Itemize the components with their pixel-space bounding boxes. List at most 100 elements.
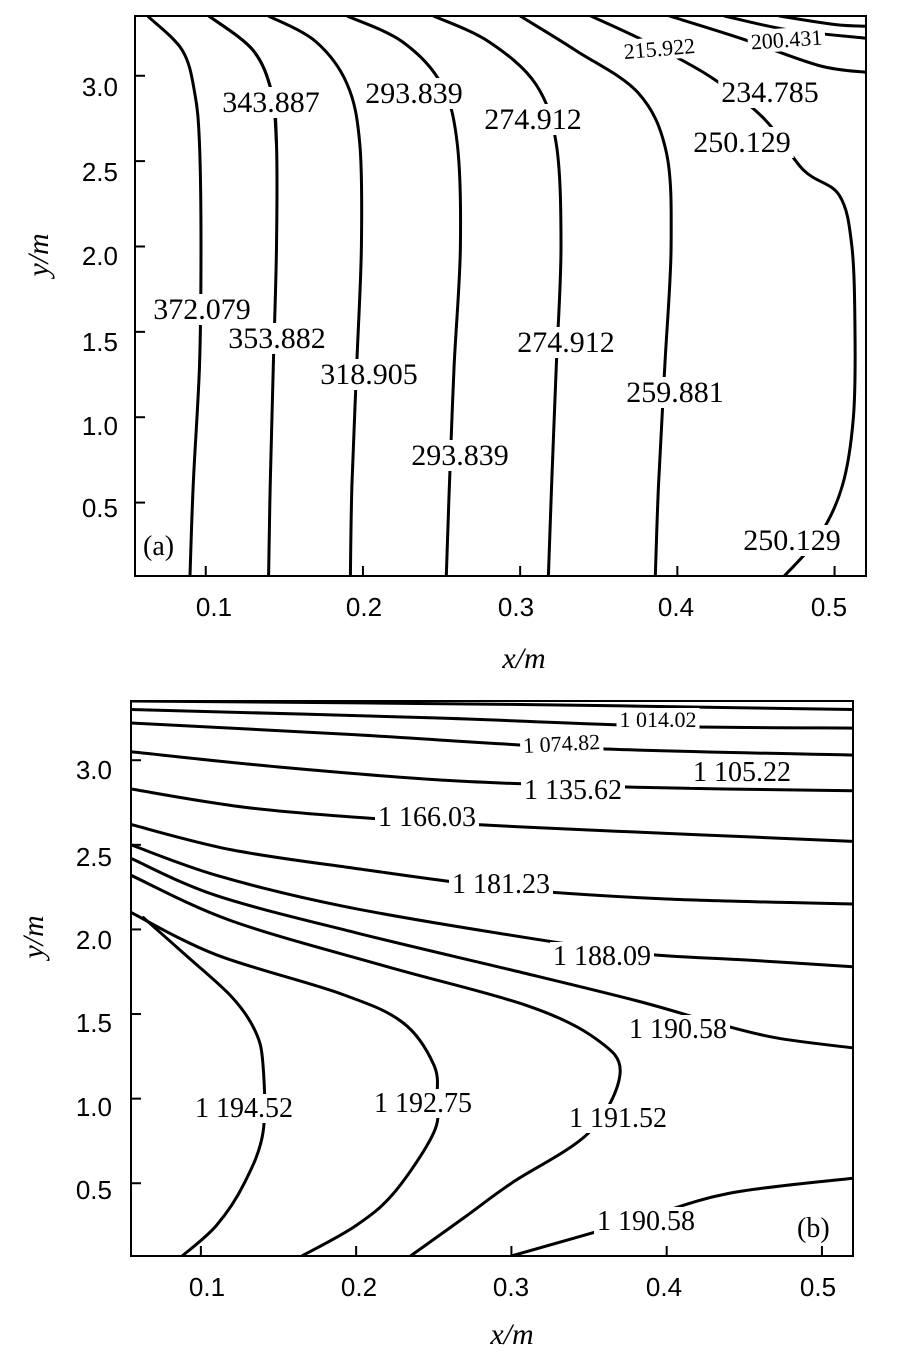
panel-a-x-tick-label-2: 0.3	[498, 592, 534, 622]
panel-b-x-tick-label-0: 0.1	[189, 1272, 225, 1302]
panel-a-contour-line-10	[778, 16, 866, 28]
panel-a-frame	[134, 15, 867, 577]
panel-b-label-mask-3	[521, 776, 625, 805]
panel-b-contour-line-7	[131, 856, 853, 1050]
panel-b-x-ticks	[199, 1246, 823, 1256]
panel-a-label-mask-2	[219, 87, 323, 118]
panel-b-label-mask-7	[626, 1015, 730, 1044]
panel-a-label-mask-4	[481, 104, 585, 135]
panel-a-y-tick-label-1: 1.0	[82, 411, 118, 441]
panel-b-contour-label-5: 1 181.23	[452, 869, 550, 900]
panel-b-contour-label-0: 1 014.02	[620, 707, 697, 732]
panel-b-contour-line-1	[131, 708, 853, 730]
panel-a-x-tick-label-4: 0.5	[811, 592, 847, 622]
panel-b-x-tick-label-3: 0.4	[646, 1272, 682, 1302]
panel-b-y-tick-label-5: 3.0	[76, 755, 112, 785]
panel-a-label-mask-13	[740, 525, 844, 556]
panel-b-contour-label-4: 1 166.03	[378, 802, 476, 833]
panel-a-tag: (a)	[143, 531, 174, 562]
panel-a-contours	[146, 16, 866, 576]
panel-a-y-ticks	[135, 74, 145, 504]
panel-b-contour-line-11	[509, 1176, 853, 1256]
panel-b-tag: (b)	[797, 1213, 830, 1244]
panel-b-label-mask-5	[449, 870, 553, 899]
panel-b-contour-line-10	[141, 916, 267, 1256]
panel-a-contour-label-7: 372.079	[153, 293, 251, 326]
panel-a-label-mask-6	[690, 127, 794, 158]
panel-a-y-tick-label-4: 2.5	[82, 157, 118, 187]
panel-a-label-masks	[150, 25, 844, 556]
panel-b-label-mask-9	[371, 1089, 475, 1118]
panel-a-contour-label-13: 250.129	[743, 524, 841, 557]
panel-a-x-tick-label-3: 0.4	[658, 592, 694, 622]
panel-a-x-ticks	[204, 566, 836, 576]
panel-a-y-tick-label-5: 3.0	[82, 72, 118, 102]
panel-b-y-tick-label-0: 0.5	[76, 1175, 112, 1205]
panel-a-contour-label-9: 274.912	[517, 326, 615, 359]
panel-b-contour-line-0	[131, 701, 853, 711]
panel-b-label-mask-4	[375, 803, 479, 832]
panel-b-label-mask-2	[690, 758, 794, 787]
panel-b-x-tick-label-4: 0.5	[800, 1272, 836, 1302]
panel-a-contour-label-12: 293.839	[411, 439, 509, 472]
panel-a-contour-line-7	[589, 16, 857, 576]
panel-a-y-axis-title: y/m	[22, 233, 55, 279]
panel-b-y-tick-label-4: 2.5	[76, 842, 112, 872]
panel-b-contour-label-9: 1 192.75	[374, 1088, 472, 1119]
panel-a-x-tick-label-1: 0.2	[346, 592, 382, 622]
panel-b-contour-line-8	[131, 873, 622, 1256]
panel-b-x-tick-label-2: 0.3	[493, 1272, 529, 1302]
panel-a: 0.1 0.2 0.3 0.4 0.5 0.5 1.0 1.5 2.0 2.5 …	[22, 15, 867, 675]
panel-b-frame	[130, 700, 854, 1257]
panel-b-label-mask-1	[519, 729, 604, 758]
panel-a-label-mask-12	[408, 440, 512, 471]
panel-a-label-mask-5	[718, 77, 822, 108]
panel-a-contour-line-0	[146, 16, 203, 576]
panel-b-contour-line-9	[131, 911, 440, 1256]
panel-a-y-tick-label-0: 0.5	[82, 493, 118, 523]
panel-a-contour-label-10: 318.905	[320, 358, 418, 391]
panel-a-x-tick-label-0: 0.1	[196, 592, 232, 622]
panel-b-x-tick-label-1: 0.2	[341, 1272, 377, 1302]
panel-b-contour-label-1: 1 074.82	[523, 729, 601, 758]
panel-b-label-mask-0	[616, 708, 700, 731]
panel-b-contour-label-3: 1 135.62	[524, 775, 622, 806]
panel-a-label-mask-11	[623, 377, 727, 408]
panel-a-label-mask-0	[619, 33, 699, 64]
panel-a-label-mask-1	[747, 25, 826, 54]
panel-b-y-axis-title: y/m	[17, 915, 50, 961]
panel-b-x-axis-title: x/m	[489, 1318, 533, 1351]
panel-b-contour-label-7: 1 190.58	[629, 1014, 727, 1045]
panel-a-contour-label-1: 200.431	[750, 25, 823, 55]
panel-a-x-axis-title: x/m	[501, 642, 545, 675]
panel-b-y-tick-label-1: 1.0	[76, 1092, 112, 1122]
panel-b-contour-label-6: 1 188.09	[553, 941, 651, 972]
panel-b-contour-line-3	[131, 750, 853, 793]
panel-a-contour-line-4	[345, 16, 463, 576]
panel-a-label-mask-3	[362, 78, 466, 109]
panel-b-y-tick-label-2: 1.5	[76, 1008, 112, 1038]
panel-b-label-mask-10	[566, 1104, 670, 1133]
panel-b: 0.1 0.2 0.3 0.4 0.5 0.5 1.0 1.5 2.0 2.5 …	[17, 700, 854, 1351]
panel-a-label-mask-10	[317, 359, 421, 390]
panel-a-contour-label-5: 234.785	[721, 76, 819, 109]
panel-a-label-mask-8	[225, 323, 329, 354]
panel-a-contour-line-3	[267, 16, 364, 576]
panel-a-y-tick-label-3: 2.0	[82, 241, 118, 271]
panel-a-contour-line-2	[207, 16, 278, 146]
panel-a-contour-label-3: 293.839	[365, 77, 463, 110]
panel-b-y-tick-label-3: 2.0	[76, 925, 112, 955]
panel-a-label-mask-9	[514, 327, 618, 358]
panel-a-contour-line-6	[518, 16, 673, 576]
panel-a-contour-line-5	[432, 16, 563, 576]
panel-b-y-ticks	[131, 759, 141, 1185]
panel-a-contour-label-6: 250.129	[693, 126, 791, 159]
panel-b-contour-label-10: 1 191.52	[569, 1103, 667, 1134]
panel-b-contour-label-2: 1 105.22	[693, 757, 791, 788]
panel-b-label-mask-6	[550, 942, 654, 971]
panel-a-y-tick-label-2: 1.5	[82, 327, 118, 357]
panel-a-contour-label-4: 274.912	[484, 103, 582, 136]
panel-b-contour-line-6	[131, 843, 853, 969]
panel-b-contour-line-4	[131, 787, 853, 843]
panel-a-label-mask-7	[150, 294, 254, 325]
